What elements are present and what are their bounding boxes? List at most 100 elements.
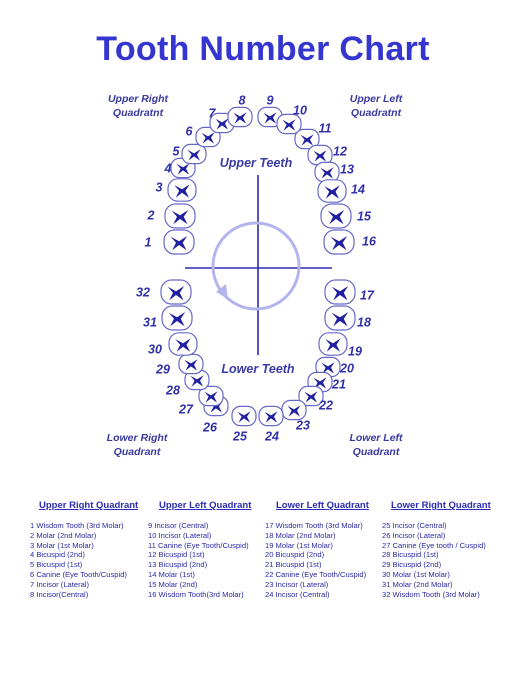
tooth-number-label: 31 [143, 316, 157, 330]
tooth-crown-icon [320, 167, 334, 179]
legend-item: 5 Bicuspid (1st) [30, 560, 83, 570]
legend-item: 15 Molar (2nd) [148, 579, 198, 589]
tooth-crown-icon [324, 185, 340, 199]
tooth-number-label: 6 [186, 125, 194, 139]
tooth [168, 332, 198, 356]
legend-item: 27 Canine (Eye tooth / Cuspid) [382, 540, 486, 550]
tooth-crown-icon [175, 338, 191, 352]
legend-item: 16 Wisdom Tooth(3rd Molar) [148, 589, 244, 599]
tooth [257, 106, 283, 128]
tooth-crown-icon [174, 184, 190, 198]
tooth [195, 126, 221, 148]
legend-item: 32 Wisdom Tooth (3rd Molar) [382, 589, 480, 599]
tooth-crown-icon [313, 377, 327, 389]
tooth-number-label: 1 [145, 236, 152, 250]
tooth-number-label: 21 [331, 378, 346, 392]
tooth-number-label: 13 [340, 163, 354, 177]
tooth-number-label: 26 [202, 421, 218, 435]
tooth-number-label: 24 [264, 430, 279, 444]
legend-item: 23 Incisor (Lateral) [265, 579, 329, 589]
tooth-crown-icon [168, 312, 186, 327]
legend-item: 14 Molar (1st) [148, 569, 195, 579]
legend-item: 24 Incisor (Central) [265, 589, 330, 599]
tooth-number-label: 29 [155, 363, 170, 377]
tooth-number-label: 20 [339, 362, 354, 376]
tooth [298, 385, 324, 407]
tooth-number-label: 10 [293, 104, 307, 118]
tooth-number-label: 9 [267, 94, 274, 108]
quadrant-label-upper-left: Upper Left Quadratnt [349, 93, 403, 119]
tooth [323, 229, 355, 255]
tooth-crown-icon [187, 149, 201, 161]
legend-column-upper-right: Upper Right Quadrant 1 Wisdom Tooth (3rd… [30, 500, 138, 599]
tooth-number-label: 25 [232, 430, 248, 444]
rotation-arrow-icon [211, 221, 301, 311]
tooth-crown-icon [201, 132, 215, 144]
tooth-crown-icon [330, 236, 348, 251]
tooth-number-label: 7 [209, 107, 217, 121]
tooth [164, 203, 196, 229]
tooth [320, 203, 352, 229]
tooth-number-label: 18 [357, 316, 371, 330]
tooth-number-label: 2 [147, 209, 155, 223]
tooth-crown-icon [331, 286, 349, 301]
legend-item: 2 Molar (2nd Molar) [30, 530, 97, 540]
tooth [314, 161, 340, 183]
legend-item: 31 Molar (2nd Molar) [382, 579, 453, 589]
legend-item: 26 Incisor (Lateral) [382, 530, 446, 540]
tooth-crown-icon [263, 112, 277, 124]
tooth-number-label: 4 [164, 162, 172, 176]
tooth [184, 369, 210, 391]
tooth-crown-icon [321, 362, 335, 374]
tooth-crown-icon [325, 338, 341, 352]
tooth-number-label: 14 [351, 183, 365, 197]
tooth-crown-icon [204, 391, 218, 403]
legend-heading: Lower Left Quadrant [276, 500, 369, 511]
legend-item: 12 Bicuspid (1st) [148, 550, 205, 560]
tooth [160, 279, 192, 305]
legend-heading: Upper Right Quadrant [39, 500, 139, 511]
tooth-crown-icon [287, 405, 301, 417]
tooth-number-label: 5 [173, 145, 181, 159]
tooth [181, 143, 207, 165]
tooth-number-label: 19 [348, 345, 362, 359]
tooth [324, 305, 356, 331]
legend-item: 28 Bicuspid (1st) [382, 550, 439, 560]
tooth [281, 399, 307, 421]
tooth [178, 353, 204, 375]
legend-item: 30 Molar (1st Molar) [382, 569, 450, 579]
legend-item: 8 Incisor(Central) [30, 589, 89, 599]
lower-teeth-label: Lower Teeth [221, 362, 295, 376]
legend-item: 1 Wisdom Tooth (3rd Molar) [30, 521, 124, 530]
legend-item: 9 Incisor (Central) [148, 521, 209, 530]
legend-column-lower-left: Lower Left Quadrant 17 Wisdom Tooth (3rd… [265, 500, 369, 599]
tooth-number-label: 30 [148, 343, 162, 357]
tooth-crown-icon [282, 119, 296, 131]
tooth [163, 229, 195, 255]
tooth-crown-icon [233, 112, 247, 124]
legend-item: 17 Wisdom Tooth (3rd Molar) [265, 521, 363, 530]
tooth [167, 178, 197, 202]
legend-item: 4 Bicuspid (2nd) [30, 550, 85, 560]
upper-teeth-label: Upper Teeth [220, 156, 293, 170]
legend-item: 6 Canine (Eye Tooth/Cuspid) [30, 569, 127, 579]
tooth [318, 332, 348, 356]
tooth-number-label: 3 [156, 181, 163, 195]
tooth-number-label: 23 [295, 419, 310, 433]
legend-item: 20 Bicuspid (2nd) [265, 550, 325, 560]
legend-item: 3 Molar (1st Molar) [30, 540, 94, 550]
tooth [227, 106, 253, 128]
tooth [307, 371, 333, 393]
tooth [231, 405, 257, 427]
legend-item: 10 Incisor (Lateral) [148, 530, 212, 540]
tooth-crown-icon [237, 411, 251, 423]
legend-item: 18 Molar (2nd Molar) [265, 530, 336, 540]
quadrant-label-lower-right: Lower Right Quadrant [106, 432, 168, 458]
legend-item: 22 Canine (Eye Tooth/Cuspid) [265, 569, 367, 579]
legend-item: 7 Incisor (Lateral) [30, 579, 90, 589]
tooth-crown-icon [184, 359, 198, 371]
quadrant-label-lower-left: Lower Left Quadrant [349, 432, 403, 458]
tooth-crown-icon [215, 118, 229, 130]
